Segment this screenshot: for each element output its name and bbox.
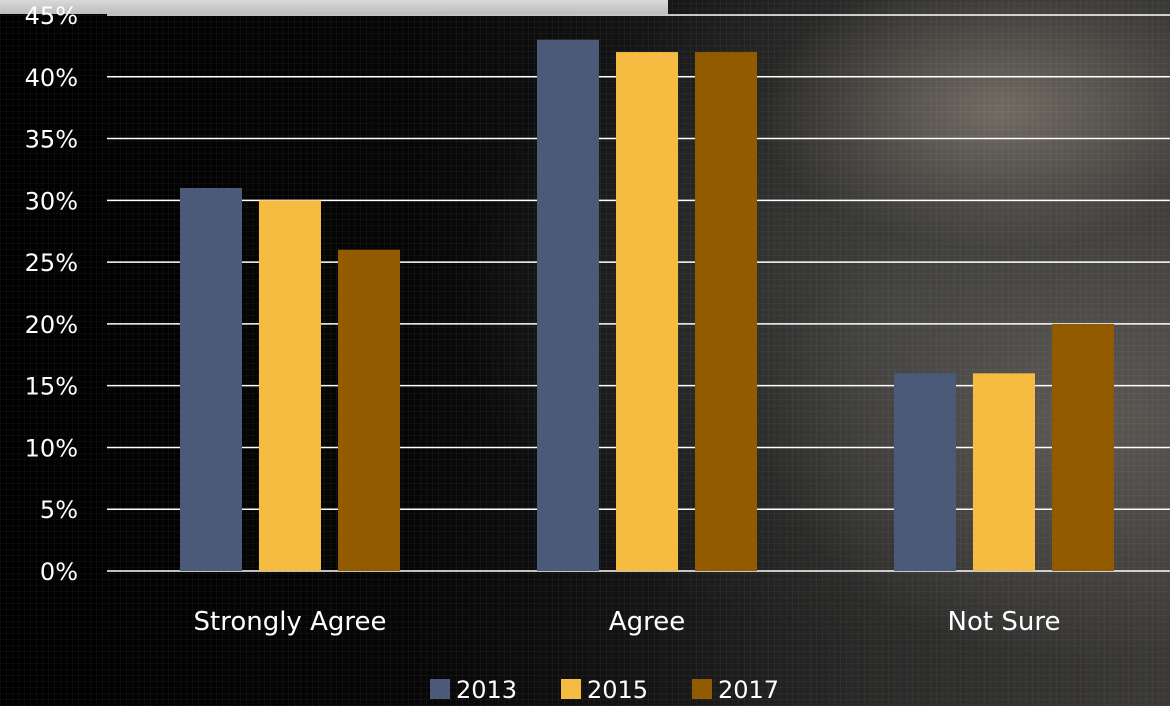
top-strip: [0, 0, 668, 14]
legend-label: 2017: [718, 676, 779, 704]
y-tick-label: 45%: [25, 2, 78, 30]
legend: 2013 2015 2017: [430, 676, 779, 704]
y-tick-label: 15%: [25, 373, 78, 401]
legend-label: 2013: [456, 676, 517, 704]
bar-2013-1: [537, 39, 599, 571]
x-axis-labels: Strongly Agree Agree Not Sure: [194, 607, 1061, 637]
bar-2015-1: [616, 52, 678, 572]
y-tick-label: 25%: [25, 249, 78, 277]
y-tick-label: 35%: [25, 126, 78, 154]
bars: [180, 39, 1114, 572]
legend-swatch-2017: [692, 679, 712, 699]
y-tick-label: 0%: [40, 558, 78, 586]
bar-2015-2: [973, 373, 1035, 571]
y-axis-ticks: 0% 5% 10% 15% 20% 25% 30% 35% 40% 45%: [25, 2, 78, 586]
y-tick-label: 30%: [25, 187, 78, 215]
bar-2013-0: [180, 187, 242, 571]
bar-2013-2: [894, 373, 956, 571]
y-tick-label: 40%: [25, 64, 78, 92]
legend-swatch-2015: [561, 679, 581, 699]
legend-swatch-2013: [430, 679, 450, 699]
y-tick-label: 20%: [25, 311, 78, 339]
bar-2017-2: [1052, 323, 1114, 571]
y-tick-label: 10%: [25, 434, 78, 462]
bar-2017-0: [338, 249, 400, 571]
x-category-label: Not Sure: [948, 607, 1061, 637]
x-category-label: Agree: [609, 607, 685, 637]
bar-2017-1: [695, 52, 757, 572]
bar-2015-0: [259, 200, 321, 572]
x-category-label: Strongly Agree: [194, 607, 387, 637]
legend-label: 2015: [587, 676, 648, 704]
y-tick-label: 5%: [40, 496, 78, 524]
